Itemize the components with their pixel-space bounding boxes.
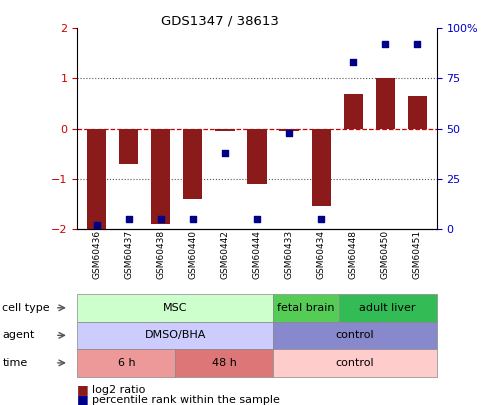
Point bbox=[157, 215, 165, 222]
Text: MSC: MSC bbox=[163, 303, 188, 313]
Bar bbox=[376, 79, 395, 129]
Text: cell type: cell type bbox=[2, 303, 50, 313]
Text: ■: ■ bbox=[77, 383, 89, 396]
Text: ■: ■ bbox=[77, 393, 89, 405]
Bar bbox=[344, 94, 363, 129]
Bar bbox=[248, 129, 266, 184]
Bar bbox=[408, 96, 427, 129]
Bar bbox=[311, 129, 331, 206]
Point bbox=[221, 149, 229, 156]
Bar bbox=[87, 129, 106, 229]
Point bbox=[317, 215, 325, 222]
Text: log2 ratio: log2 ratio bbox=[92, 385, 146, 394]
Text: agent: agent bbox=[2, 330, 35, 340]
Text: 48 h: 48 h bbox=[212, 358, 237, 368]
Text: time: time bbox=[2, 358, 28, 368]
Text: 6 h: 6 h bbox=[118, 358, 135, 368]
Point bbox=[349, 59, 357, 66]
Bar bbox=[183, 129, 203, 199]
Point bbox=[253, 215, 261, 222]
Text: control: control bbox=[336, 330, 374, 340]
Text: adult liver: adult liver bbox=[359, 303, 416, 313]
Bar bbox=[151, 129, 170, 224]
Text: percentile rank within the sample: percentile rank within the sample bbox=[92, 395, 280, 405]
Text: fetal brain: fetal brain bbox=[277, 303, 335, 313]
Bar bbox=[119, 129, 138, 164]
Point bbox=[93, 222, 101, 228]
Bar bbox=[279, 129, 299, 131]
Point bbox=[413, 41, 421, 48]
Point bbox=[285, 129, 293, 136]
Point bbox=[381, 41, 389, 48]
Point bbox=[189, 215, 197, 222]
Text: GDS1347 / 38613: GDS1347 / 38613 bbox=[161, 14, 278, 27]
Point bbox=[125, 215, 133, 222]
Text: DMSO/BHA: DMSO/BHA bbox=[145, 330, 206, 340]
Text: control: control bbox=[336, 358, 374, 368]
Bar bbox=[215, 129, 235, 131]
